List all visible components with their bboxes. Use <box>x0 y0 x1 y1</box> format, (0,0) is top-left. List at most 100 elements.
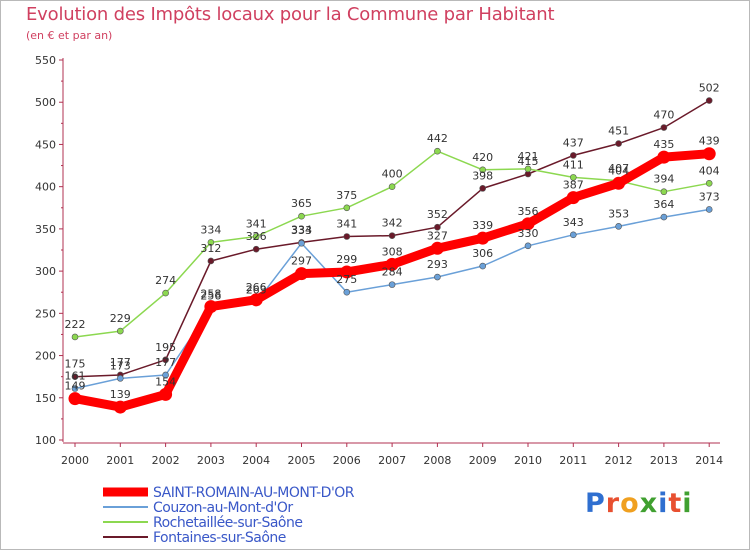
x-tick-label: 2005 <box>288 454 316 467</box>
legend-label: Couzon-au-Mont-d'Or <box>153 500 293 516</box>
data-label: 387 <box>563 179 584 192</box>
data-point <box>524 242 532 250</box>
logo-letter: i <box>658 488 669 519</box>
x-tick-label: 2014 <box>695 454 723 467</box>
data-label: 439 <box>699 135 720 148</box>
data-point <box>343 204 351 212</box>
data-point <box>343 288 351 296</box>
chart-subtitle: (en € et par an) <box>26 29 113 42</box>
data-label: 400 <box>382 168 403 181</box>
data-point <box>117 375 124 382</box>
data-point <box>249 293 263 307</box>
data-label: 333 <box>291 224 312 237</box>
data-label: 229 <box>110 312 131 325</box>
data-point <box>705 206 713 213</box>
data-point <box>434 223 441 231</box>
data-point <box>521 217 535 231</box>
data-point <box>569 152 577 159</box>
data-point <box>113 400 127 414</box>
data-point <box>569 174 577 181</box>
data-label: 404 <box>699 164 720 177</box>
data-label: 154 <box>155 375 176 388</box>
data-label: 341 <box>336 217 357 230</box>
data-label: 365 <box>291 197 312 210</box>
data-label: 334 <box>200 223 221 236</box>
data-point <box>660 124 668 131</box>
x-tick-label: 2006 <box>333 454 361 467</box>
data-point <box>343 233 351 240</box>
logo-letter: P <box>585 488 606 519</box>
y-tick-label: 150 <box>35 392 56 405</box>
data-point <box>434 273 441 281</box>
data-point <box>615 140 622 147</box>
data-label: 173 <box>110 359 131 372</box>
data-point <box>68 392 82 406</box>
data-label: 275 <box>336 273 357 286</box>
data-point <box>159 387 173 401</box>
data-point <box>434 147 441 155</box>
data-label: 353 <box>608 207 629 220</box>
data-label: 407 <box>608 162 629 175</box>
x-tick-label: 2008 <box>423 454 451 467</box>
data-point <box>298 239 305 247</box>
data-point <box>388 183 396 190</box>
data-point <box>705 179 713 187</box>
data-label: 341 <box>246 217 267 230</box>
data-point <box>660 213 668 221</box>
x-tick-label: 2007 <box>378 454 406 467</box>
data-point <box>569 231 577 239</box>
data-point <box>117 327 124 335</box>
data-point <box>252 233 260 240</box>
data-label: 330 <box>518 227 539 240</box>
data-label: 149 <box>65 380 86 393</box>
data-point <box>479 166 487 174</box>
y-tick-label: 450 <box>35 138 56 151</box>
data-point <box>615 223 622 230</box>
data-point <box>252 245 260 253</box>
data-point <box>476 231 490 245</box>
x-tick-label: 2001 <box>106 454 134 467</box>
data-point <box>705 97 713 104</box>
data-point <box>479 262 487 270</box>
data-label: 258 <box>200 288 221 301</box>
data-label: 375 <box>336 189 357 202</box>
data-label: 404 <box>608 164 629 177</box>
logo-letter: r <box>605 488 621 519</box>
series-layer <box>68 97 716 414</box>
proxiti-logo: Proxiti <box>585 488 693 519</box>
data-point <box>204 300 218 314</box>
data-label: 451 <box>608 125 629 138</box>
y-tick-label: 350 <box>35 223 56 236</box>
data-label: 195 <box>155 341 176 354</box>
y-tick-label: 100 <box>35 434 56 447</box>
legend: SAINT-ROMAIN-AU-MONT-D'ORCouzon-au-Mont-… <box>103 485 355 546</box>
data-point <box>71 373 79 380</box>
data-point <box>388 281 396 288</box>
data-point <box>71 333 79 341</box>
data-label: 177 <box>155 356 176 369</box>
data-label: 398 <box>472 169 493 182</box>
x-tick-label: 2011 <box>559 454 587 467</box>
axes: 100 150 200 250 300 350 400 450 500 550 2000 2001 20… <box>35 54 723 467</box>
data-point <box>298 212 305 220</box>
data-point <box>660 188 668 196</box>
y-tick-label: 500 <box>35 96 56 109</box>
data-label: 327 <box>427 229 448 242</box>
legend-label: Fontaines-sur-Saône <box>153 530 286 546</box>
data-label: 343 <box>563 216 584 229</box>
data-label: 502 <box>699 82 720 95</box>
x-tick-label: 2002 <box>152 454 180 467</box>
data-label: 263 <box>246 283 267 296</box>
data-label: 293 <box>427 258 448 271</box>
data-point <box>295 267 308 281</box>
data-label: 326 <box>246 230 267 243</box>
data-point <box>162 371 169 379</box>
x-tick-label: 2012 <box>605 454 633 467</box>
data-label: 437 <box>563 136 584 149</box>
data-label: 339 <box>472 219 493 232</box>
data-label: 161 <box>65 369 86 382</box>
y-tick-label: 550 <box>35 54 56 67</box>
data-point <box>162 289 169 297</box>
